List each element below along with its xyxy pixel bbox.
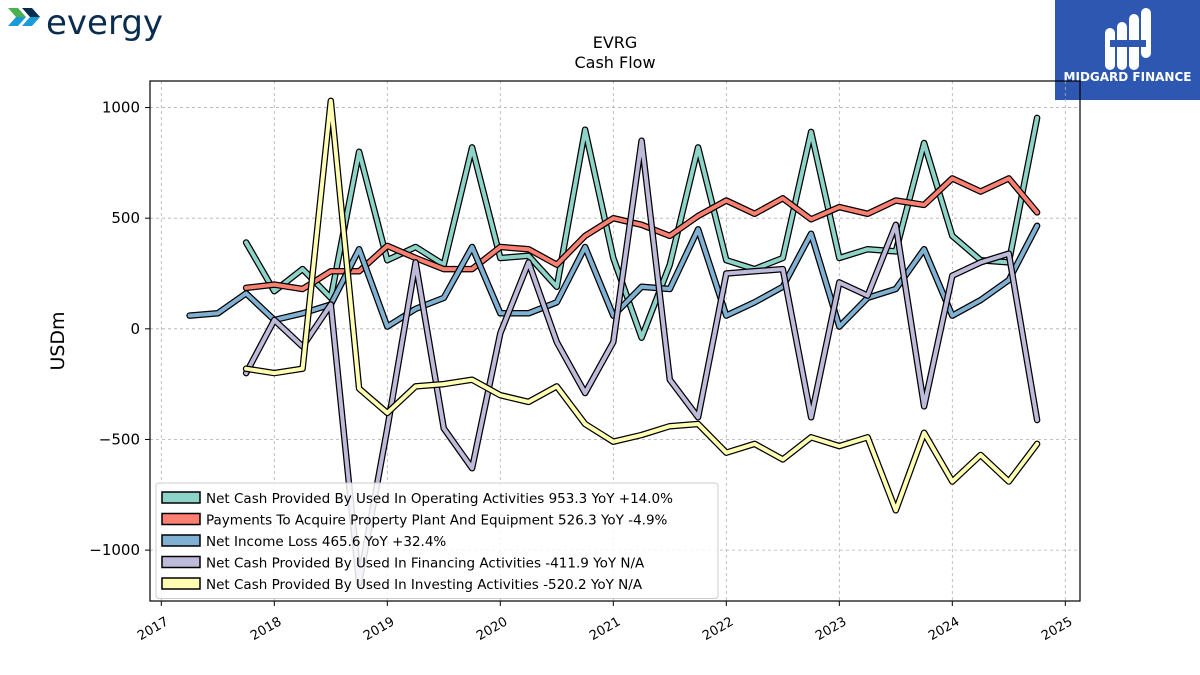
y-axis-ticks: 1000 500 0 −500 −1000: [89, 99, 150, 559]
series-line-1: [244, 176, 1040, 291]
x-tick-label: 2024: [926, 614, 962, 644]
series-lines: [186, 97, 1041, 587]
y-tick-label: −1000: [89, 541, 140, 559]
midgard-finance-emblem-icon: MIDGARD FINANCE: [1064, 8, 1192, 84]
legend-swatch: [161, 577, 201, 590]
y-tick-label: 0: [130, 320, 140, 338]
x-tick-label: 2017: [135, 614, 171, 644]
midgard-finance-logo: MIDGARD FINANCE: [1055, 0, 1200, 100]
x-tick-label: 2022: [700, 614, 736, 644]
evergy-logo-chevron-navy-icon: [22, 8, 40, 17]
evergy-logo-chevron-blue-icon: [8, 17, 26, 26]
evergy-logo-chevron-green-icon: [8, 8, 26, 17]
series-line-0: [244, 115, 1040, 340]
legend-entry-label: Payments To Acquire Property Plant And E…: [206, 513, 668, 529]
y-tick-label: 500: [111, 209, 140, 227]
x-tick-label: 2020: [474, 614, 510, 644]
series-line-4: [244, 98, 1040, 513]
evergy-logo-wordmark: evergy: [46, 4, 163, 43]
legend-swatch: [161, 555, 201, 569]
evergy-logo-chevron-navy-lower-icon: [22, 17, 40, 26]
legend-entry-label: Net Cash Provided By Used In Investing A…: [206, 577, 643, 593]
chart-title: EVRG: [593, 33, 638, 52]
legend-entry-label: Net Income Loss 465.6 YoY +32.4%: [206, 534, 446, 550]
x-tick-label: 2025: [1039, 614, 1075, 644]
midgard-finance-wordmark: MIDGARD FINANCE: [1064, 70, 1192, 84]
y-axis-label: USDm: [47, 311, 69, 370]
plot-frame: [149, 80, 1081, 602]
y-tick-label: 1000: [102, 99, 140, 117]
chart-subtitle: Cash Flow: [574, 53, 655, 72]
evergy-logo: evergy: [8, 4, 163, 43]
x-tick-label: 2019: [361, 614, 397, 644]
series-line-3: [244, 138, 1040, 586]
legend-entry-label: Net Cash Provided By Used In Operating A…: [206, 491, 673, 507]
legend-entry-label: Net Cash Provided By Used In Financing A…: [206, 556, 645, 572]
x-tick-label: 2018: [248, 614, 284, 644]
x-axis-ticks: 2017 2018 2019 2020 2021 2022 2023 2024 2025: [135, 601, 1075, 644]
legend-swatch: [161, 491, 201, 504]
legend-box: [155, 482, 719, 599]
x-tick-label: 2021: [587, 614, 623, 644]
legend: Net Cash Provided By Used In Operating A…: [155, 482, 719, 599]
legend-swatch: [161, 512, 201, 526]
x-tick-label: 2023: [813, 614, 849, 644]
legend-swatch: [161, 534, 201, 547]
y-tick-label: −500: [99, 430, 140, 448]
